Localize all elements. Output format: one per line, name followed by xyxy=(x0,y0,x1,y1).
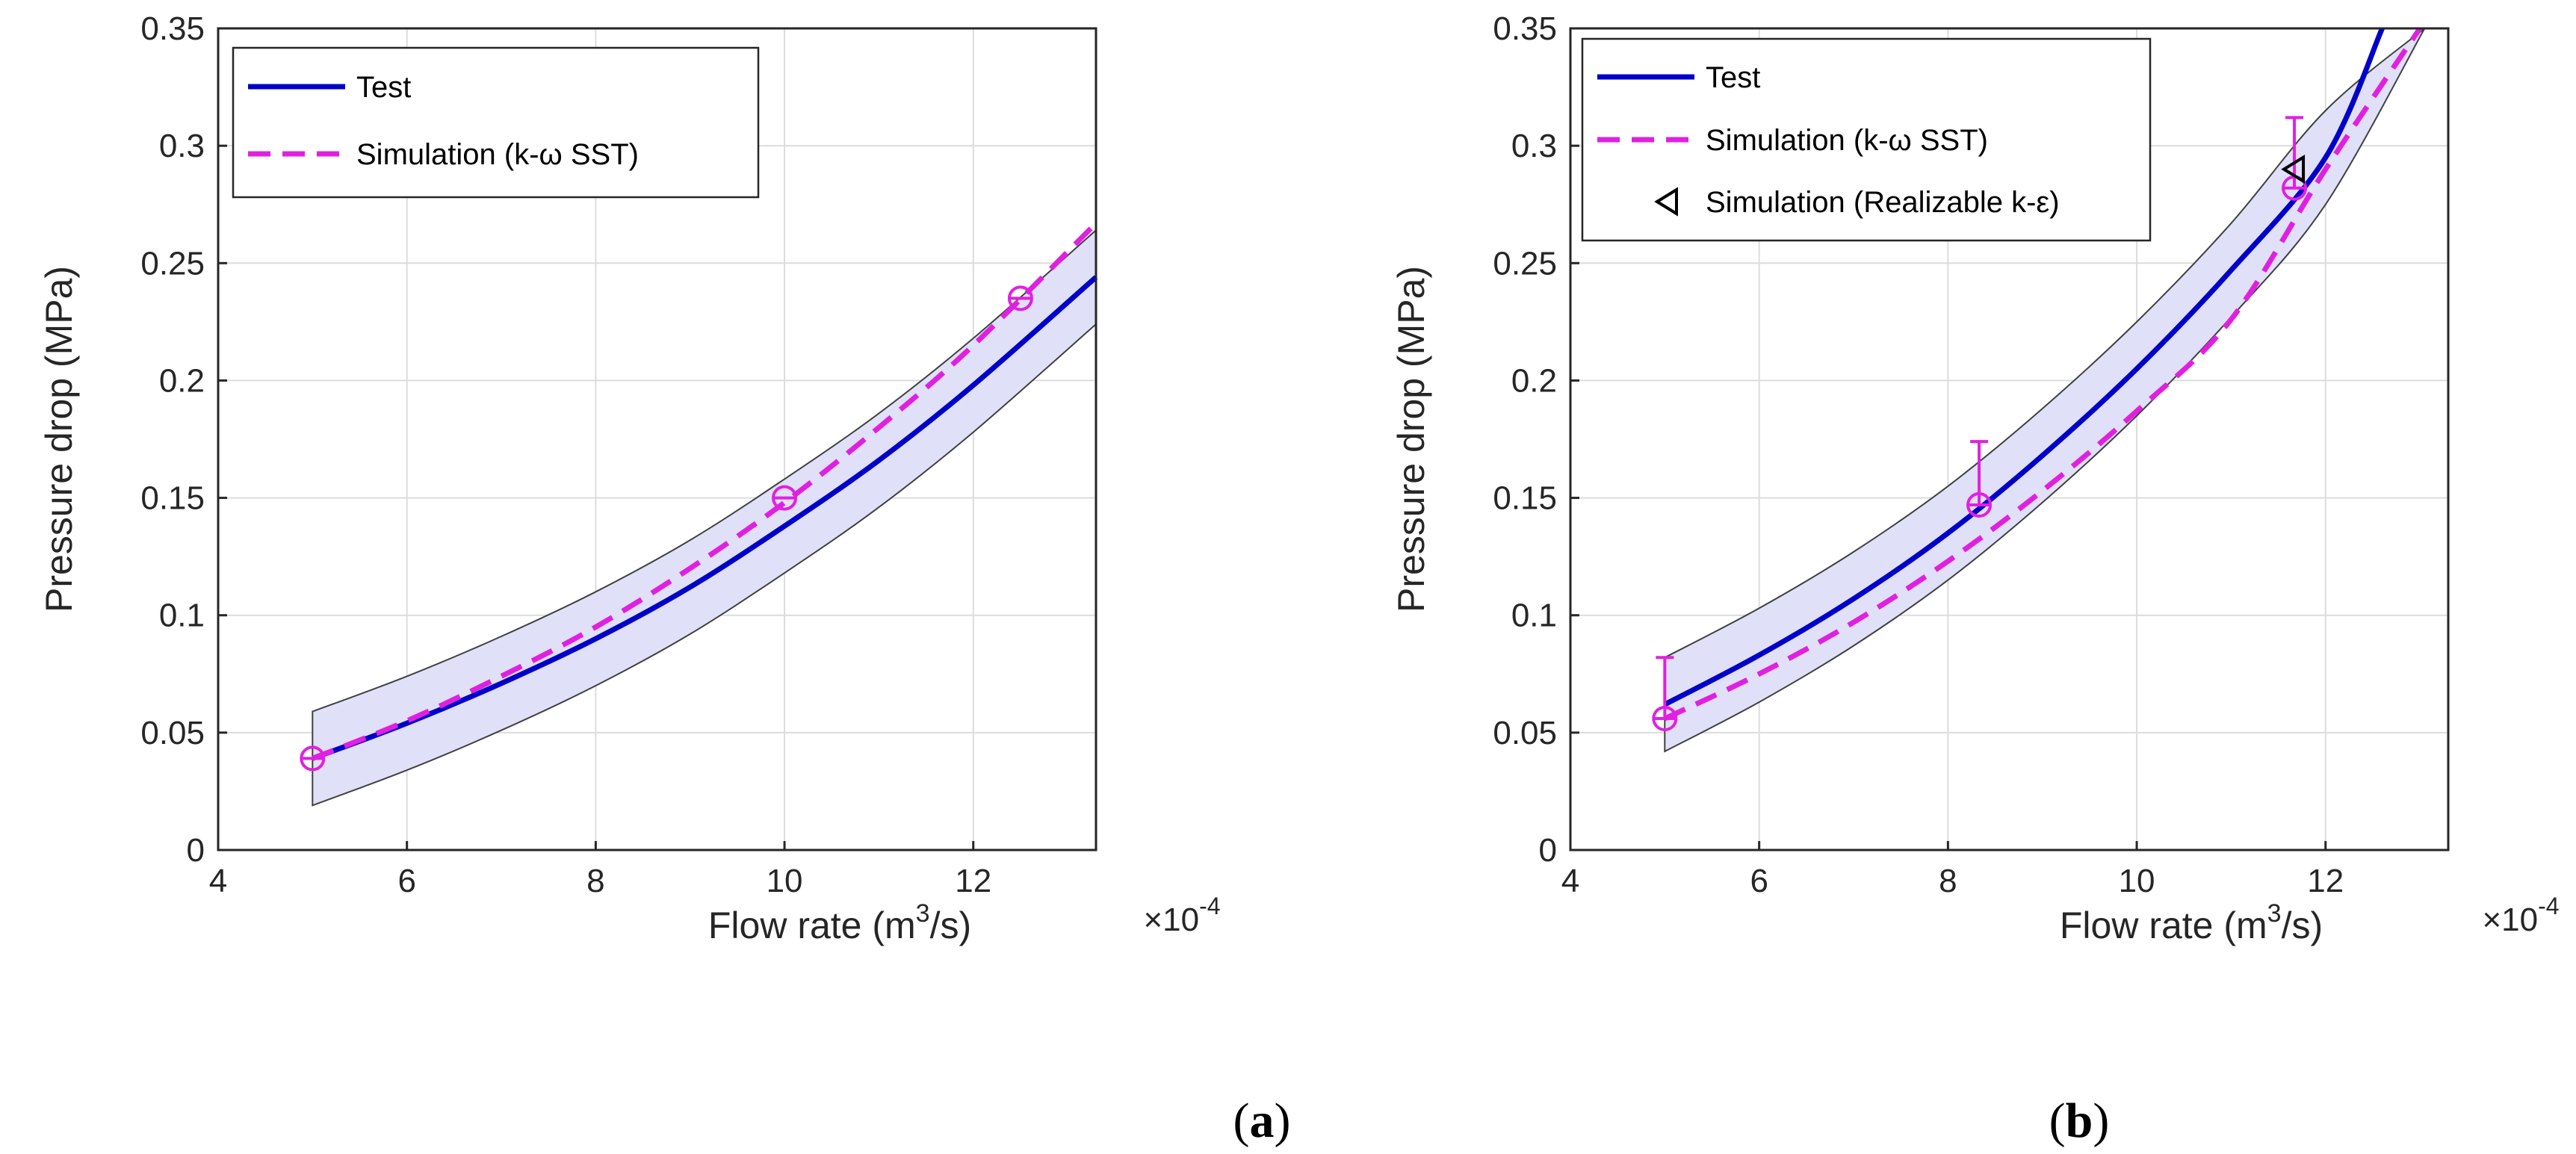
y-tick-label: 0.25 xyxy=(140,245,205,282)
x-tick-label: 4 xyxy=(1561,863,1579,899)
chart-panel-a: 4 6 8 10 12 0 0.05 0.1 0.15 0.2 0.25 0.3 0.35 Test S… xyxy=(38,10,1290,1148)
simulation-sst-line-a xyxy=(312,221,1098,761)
x-tick-label: 10 xyxy=(2119,863,2155,899)
y-tick-label: 0 xyxy=(187,832,205,869)
realizable-marker-b xyxy=(2281,154,2306,184)
y-tick-label: 0.15 xyxy=(1493,480,1557,517)
y-tick-label: 0.1 xyxy=(1511,598,1557,634)
x-tick-label: 10 xyxy=(767,863,803,899)
plot-frame-a xyxy=(217,27,1097,851)
x-tick-label: 4 xyxy=(209,863,227,899)
chart-panel-b: 4 6 8 10 12 0 0.05 0.1 0.15 0.2 0.25 0.3 0.35 Test S… xyxy=(1390,10,2560,1148)
legend-a: Test Simulation (k-ω SST) xyxy=(232,46,760,199)
y-tick-label: 0.35 xyxy=(1493,10,1557,47)
y-tick-label: 0.05 xyxy=(140,715,205,751)
x-multiplier-b: ×10-4 xyxy=(2482,893,2559,938)
y-tick-label: 0.35 xyxy=(140,10,205,47)
panel-label-b: (b) xyxy=(2049,1093,2110,1148)
legend-label-realizable-b: Simulation (Realizable k-ε) xyxy=(1706,186,2060,219)
x-tick-label: 6 xyxy=(1750,863,1768,899)
legend-swatch-realizable-b xyxy=(1654,187,1678,217)
legend-label-test-b: Test xyxy=(1706,61,1760,94)
y-tick-label: 0.3 xyxy=(1511,128,1557,164)
y-axis-label-b: Pressure drop (MPa) xyxy=(1390,266,1432,612)
legend-label-sst-b: Simulation (k-ω SST) xyxy=(1706,124,1988,157)
panel-label-a: (a) xyxy=(1233,1093,1291,1148)
y-tick-label: 0.3 xyxy=(159,128,205,164)
test-line-a xyxy=(312,275,1098,761)
x-tick-label: 8 xyxy=(586,863,604,899)
y-tick-label: 0.1 xyxy=(159,598,205,634)
x-axis-label-b: Flow rate (m3/s) xyxy=(2060,899,2323,946)
x-tick-label: 6 xyxy=(397,863,415,899)
y-axis-label-a: Pressure drop (MPa) xyxy=(38,266,80,612)
simulation-sst-line-b xyxy=(1663,27,2423,722)
plot-frame-b xyxy=(1569,27,2450,851)
uncertainty-band-b xyxy=(1664,28,2426,753)
x-axis-label-a: Flow rate (m3/s) xyxy=(708,899,971,946)
legend-label-test-a: Test xyxy=(356,71,411,104)
x-tick-label: 12 xyxy=(2307,863,2344,899)
axis-ticks-a: 4 6 8 10 12 0 0.05 0.1 0.15 0.2 0.25 0.3 0.35 xyxy=(140,10,991,899)
markers-a xyxy=(300,285,1033,772)
y-tick-label: 0.25 xyxy=(1493,245,1557,282)
y-tick-label: 0.2 xyxy=(1511,362,1557,399)
legend-label-sst-a: Simulation (k-ω SST) xyxy=(356,138,639,171)
x-tick-label: 12 xyxy=(955,863,991,899)
y-tick-label: 0 xyxy=(1539,832,1557,869)
y-tick-label: 0.2 xyxy=(159,362,205,399)
axis-ticks-b: 4 6 8 10 12 0 0.05 0.1 0.15 0.2 0.25 0.3 0.35 xyxy=(1493,10,2344,899)
markers-b xyxy=(1652,116,2308,731)
y-tick-label: 0.05 xyxy=(1493,715,1557,751)
x-tick-label: 8 xyxy=(1939,863,1957,899)
y-tick-label: 0.15 xyxy=(140,480,205,517)
x-multiplier-a: ×10-4 xyxy=(1143,893,1220,938)
legend-b: Test Simulation (k-ω SST) Simulation (Re… xyxy=(1581,37,2152,242)
legend-box-a xyxy=(232,46,760,199)
